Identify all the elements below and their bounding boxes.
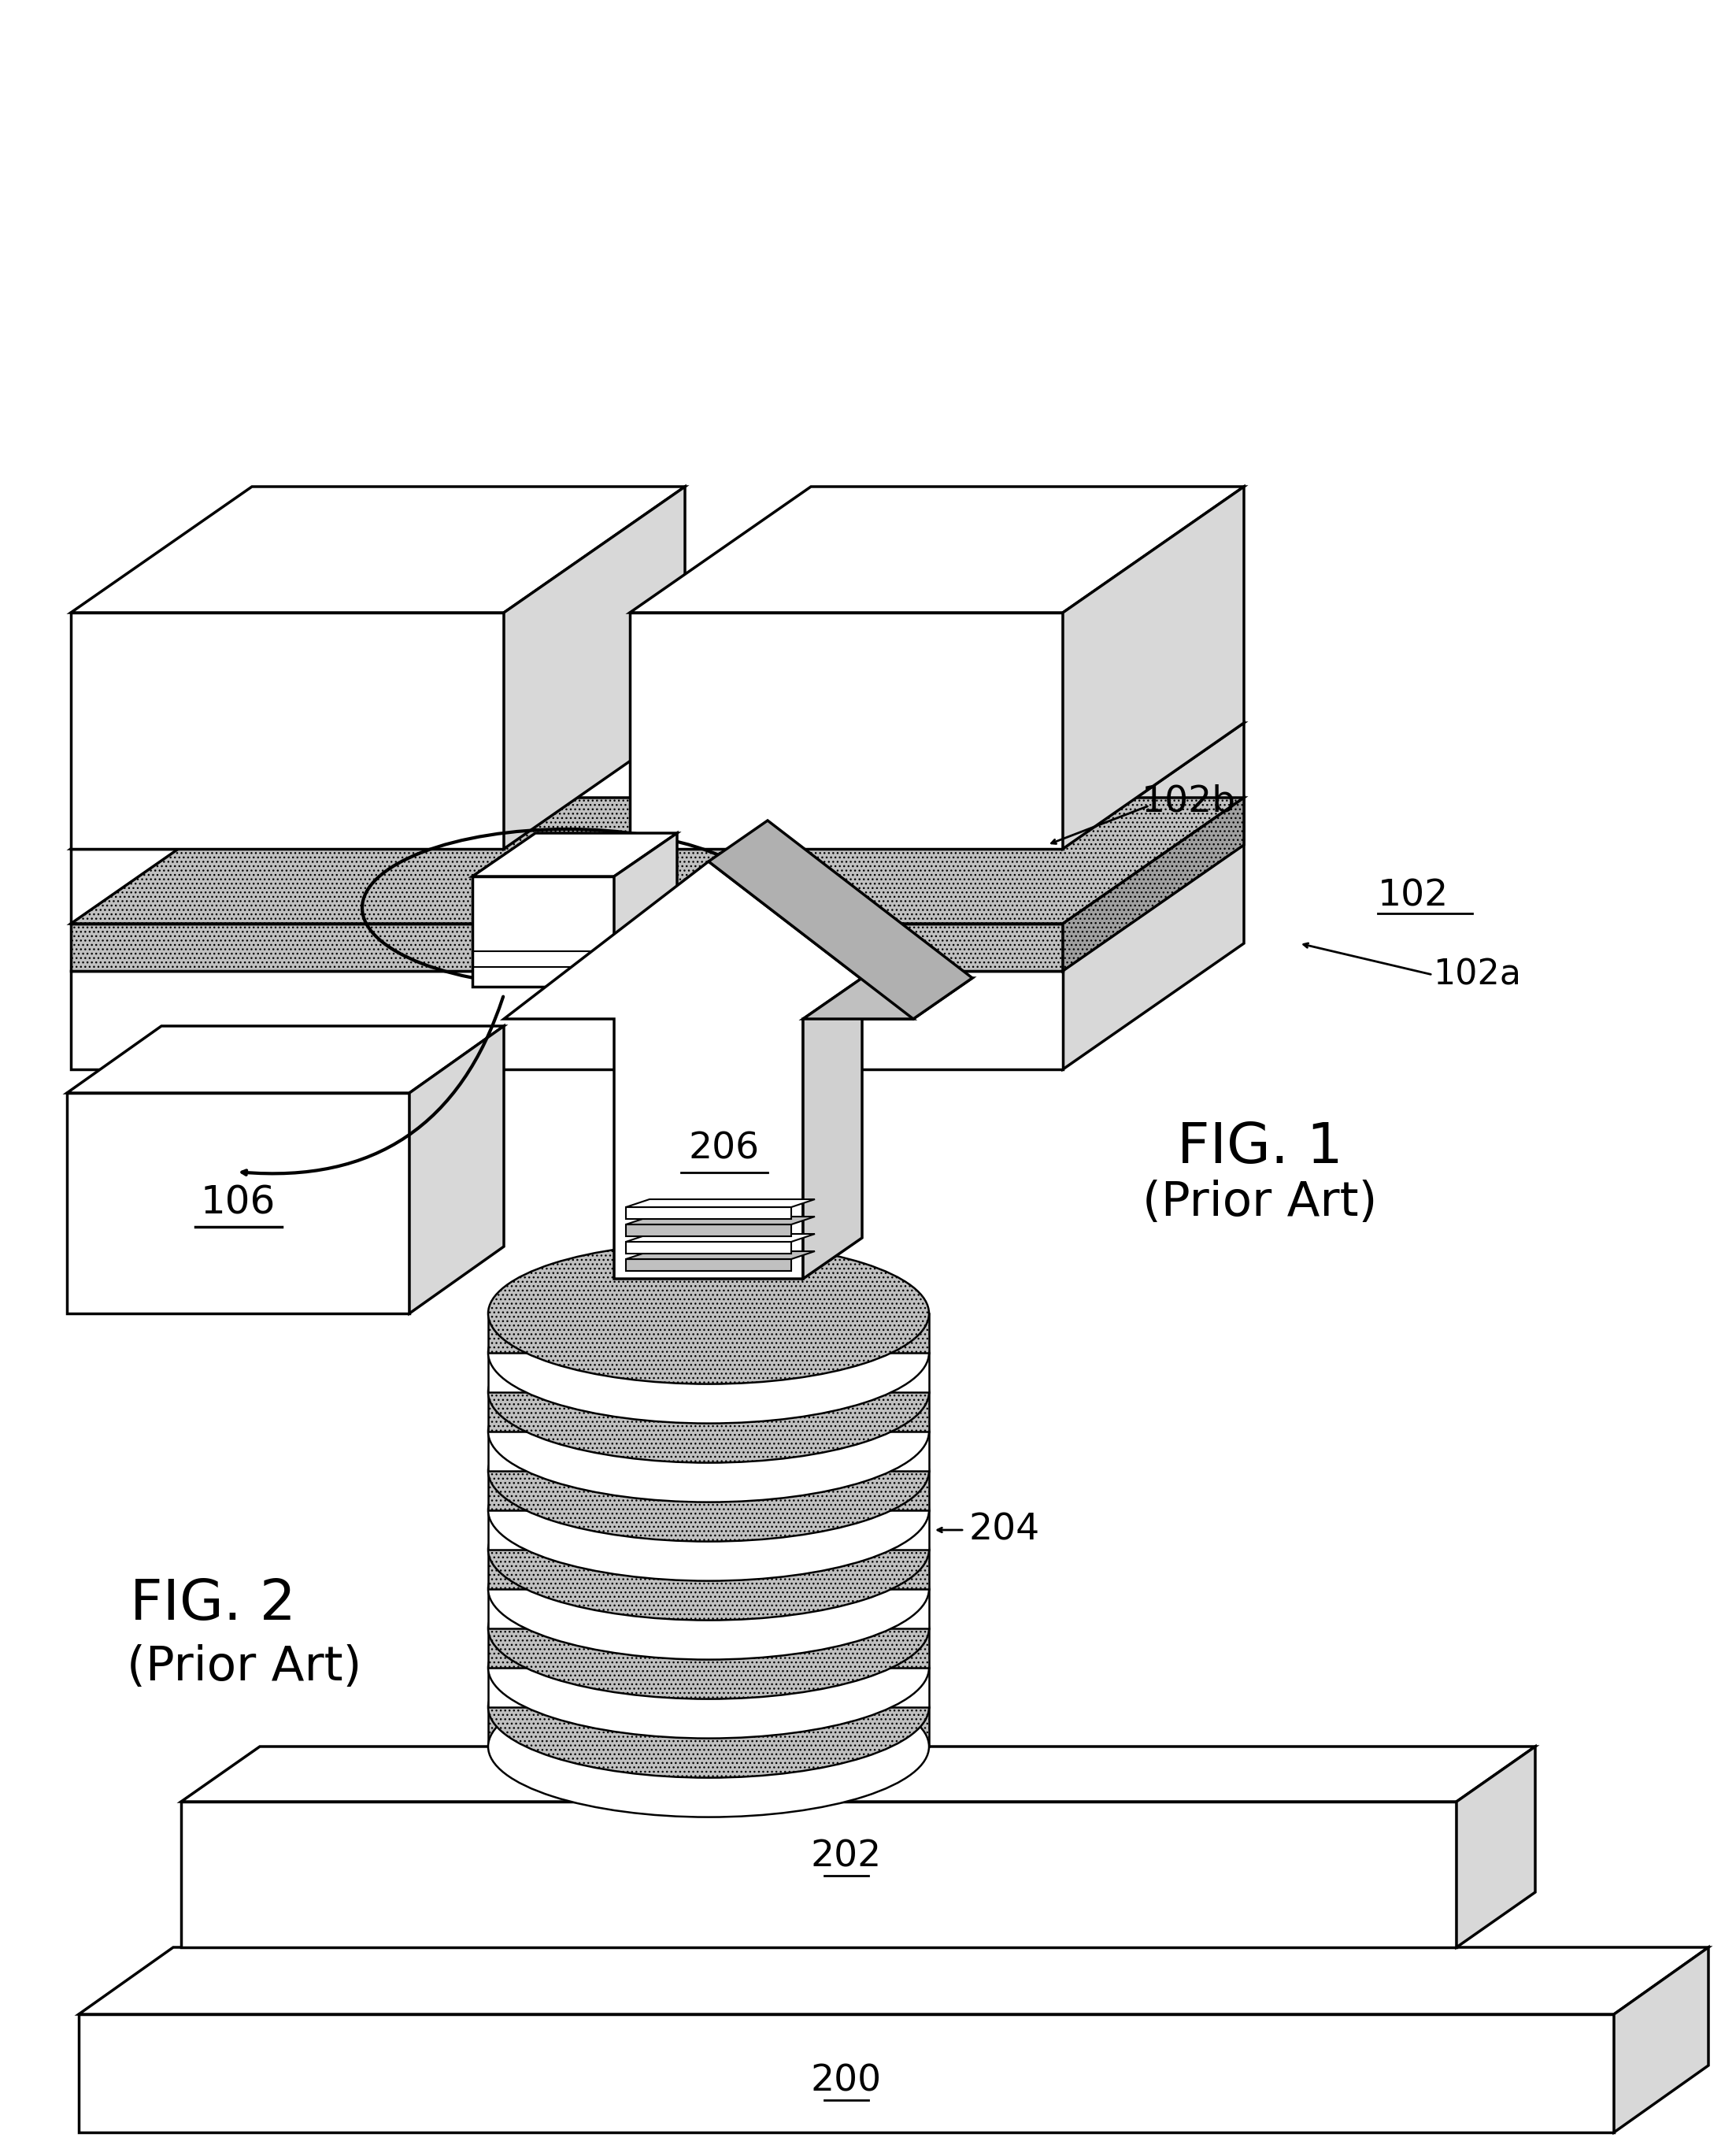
- Text: 206: 206: [689, 1132, 760, 1166]
- Polygon shape: [71, 849, 1062, 923]
- Text: FIG. 1: FIG. 1: [1177, 1121, 1342, 1175]
- Text: 104: 104: [752, 925, 823, 962]
- Text: 204: 204: [969, 1511, 1040, 1548]
- Polygon shape: [68, 1026, 503, 1093]
- Text: 100: 100: [674, 996, 745, 1033]
- Polygon shape: [1062, 798, 1245, 970]
- Polygon shape: [488, 1628, 929, 1669]
- Ellipse shape: [488, 1322, 929, 1462]
- Polygon shape: [181, 1746, 1535, 1802]
- Polygon shape: [630, 487, 1245, 612]
- Polygon shape: [627, 1207, 792, 1218]
- Ellipse shape: [488, 1479, 929, 1619]
- Text: 102a: 102a: [1432, 957, 1521, 992]
- Polygon shape: [78, 1947, 1708, 2014]
- Text: 202: 202: [811, 1839, 882, 1874]
- Polygon shape: [1062, 722, 1245, 1069]
- Polygon shape: [488, 1352, 929, 1393]
- Text: (Prior Art): (Prior Art): [1142, 1179, 1377, 1227]
- Ellipse shape: [488, 1440, 929, 1580]
- Polygon shape: [503, 862, 913, 1279]
- Text: FIG. 2: FIG. 2: [130, 1578, 295, 1632]
- Polygon shape: [410, 1026, 503, 1313]
- Polygon shape: [627, 1250, 814, 1259]
- Ellipse shape: [488, 1675, 929, 1818]
- Polygon shape: [627, 1216, 814, 1225]
- Ellipse shape: [488, 1242, 929, 1384]
- Polygon shape: [804, 979, 972, 1020]
- Polygon shape: [71, 923, 1062, 970]
- Text: 106: 106: [201, 1184, 276, 1222]
- Ellipse shape: [488, 1598, 929, 1738]
- Text: 200: 200: [811, 2063, 882, 2100]
- Ellipse shape: [488, 1401, 929, 1542]
- Polygon shape: [630, 612, 1062, 849]
- Polygon shape: [627, 1259, 792, 1270]
- Polygon shape: [615, 832, 677, 987]
- Polygon shape: [488, 1432, 929, 1470]
- Polygon shape: [71, 487, 686, 612]
- Polygon shape: [488, 1589, 929, 1628]
- Polygon shape: [627, 1242, 792, 1253]
- Ellipse shape: [488, 1518, 929, 1660]
- Polygon shape: [488, 1550, 929, 1589]
- Ellipse shape: [488, 1636, 929, 1779]
- Polygon shape: [1062, 487, 1245, 849]
- Polygon shape: [488, 1393, 929, 1432]
- Polygon shape: [181, 1802, 1457, 1947]
- Text: (Prior Art): (Prior Art): [127, 1645, 361, 1690]
- Polygon shape: [1614, 1947, 1708, 2132]
- Polygon shape: [71, 722, 1245, 849]
- Ellipse shape: [488, 1283, 929, 1423]
- Polygon shape: [708, 821, 972, 1020]
- Polygon shape: [627, 1233, 814, 1242]
- Ellipse shape: [488, 1559, 929, 1699]
- Polygon shape: [71, 970, 1062, 1069]
- Polygon shape: [804, 979, 863, 1279]
- Polygon shape: [488, 1511, 929, 1550]
- Polygon shape: [68, 1093, 410, 1313]
- Polygon shape: [1457, 1746, 1535, 1947]
- Polygon shape: [627, 1225, 792, 1235]
- Polygon shape: [71, 612, 503, 849]
- Ellipse shape: [488, 1360, 929, 1503]
- Polygon shape: [488, 1669, 929, 1708]
- Polygon shape: [71, 798, 1245, 923]
- Text: 102b: 102b: [1142, 785, 1236, 819]
- Polygon shape: [627, 1199, 814, 1207]
- Polygon shape: [503, 487, 686, 849]
- Polygon shape: [488, 1313, 929, 1352]
- Polygon shape: [472, 832, 677, 877]
- Text: 102: 102: [1378, 877, 1450, 914]
- Polygon shape: [78, 2014, 1614, 2132]
- Polygon shape: [488, 1470, 929, 1511]
- Polygon shape: [488, 1708, 929, 1746]
- Polygon shape: [472, 877, 615, 987]
